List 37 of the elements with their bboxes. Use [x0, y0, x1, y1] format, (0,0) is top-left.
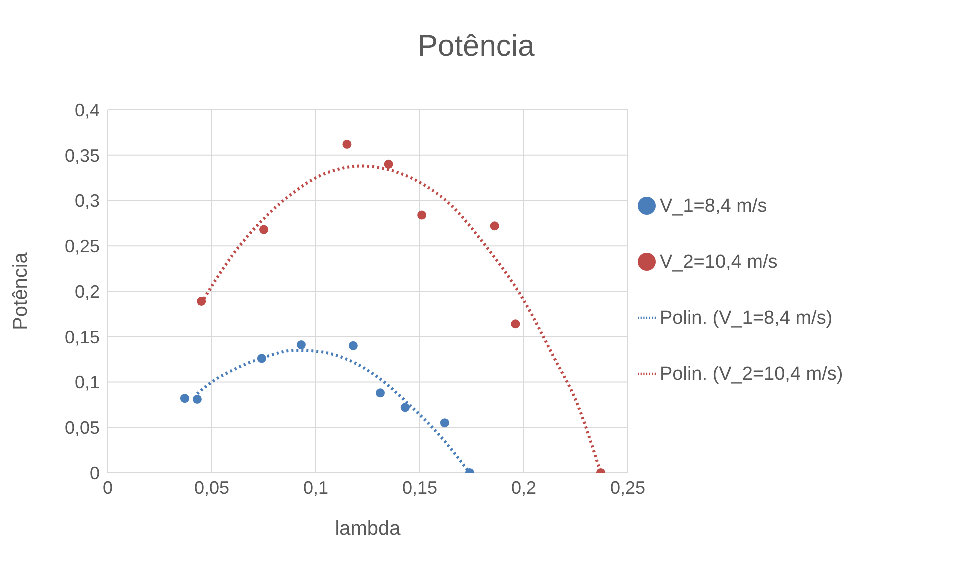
y-tick-label: 0,05: [64, 418, 100, 438]
point: [376, 388, 385, 398]
x-tick-label: 0,05: [194, 478, 230, 498]
legend-label: Polin. (V_1=8,4 m/s): [660, 308, 833, 328]
chart-title: Potência: [418, 30, 535, 64]
y-tick-label: 0,35: [64, 146, 100, 166]
y-tick-label: 0,2: [74, 282, 100, 302]
point: [348, 341, 358, 350]
point: [257, 354, 266, 364]
point: [342, 140, 352, 149]
x-axis-title: lambda: [335, 518, 402, 540]
legend-label: V_1=8,4 m/s: [660, 196, 768, 216]
x-tick-label: 0,1: [303, 478, 329, 498]
x-tick-label: 0,15: [402, 478, 438, 498]
y-tick-label: 0,4: [74, 100, 100, 120]
point: [490, 222, 500, 231]
point: [192, 394, 202, 404]
point: [296, 340, 306, 350]
y-tick-label: 0,3: [74, 191, 100, 212]
legend-label: V_2=10,4 m/s: [660, 252, 778, 272]
x-tick-label: 0,2: [511, 478, 537, 498]
y-tick-label: 0,25: [64, 236, 100, 257]
point: [400, 403, 410, 412]
point: [180, 394, 190, 404]
y-axis-title: Potência: [10, 252, 32, 330]
point: [418, 210, 427, 220]
point: [511, 320, 520, 329]
x-tick-label: 0,25: [610, 478, 646, 498]
y-tick-label: 0,15: [64, 327, 100, 348]
legend-label: Polin. (V_2=10,4 m/s): [660, 364, 844, 384]
point: [259, 225, 269, 234]
x-tick-label: 0: [102, 478, 114, 498]
point: [384, 160, 394, 169]
y-tick-label: 0: [90, 463, 100, 484]
point: [197, 296, 206, 306]
point: [440, 418, 450, 428]
y-tick-label: 0,1: [74, 372, 100, 393]
